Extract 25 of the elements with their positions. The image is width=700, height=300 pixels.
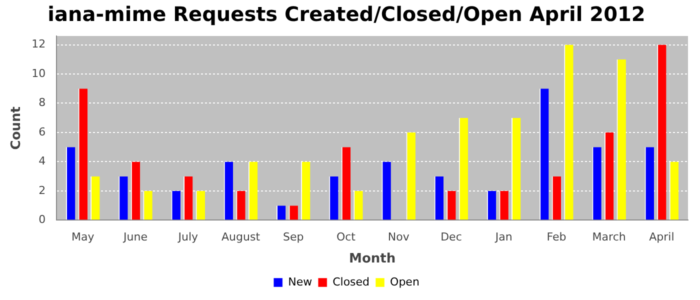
y-tick-label: 6 (38, 125, 46, 138)
y-tick-label: 0 (38, 213, 46, 226)
x-tick-label: June (122, 230, 148, 244)
y-tick-label: 4 (38, 154, 46, 168)
x-tick-label: Dec (440, 230, 462, 244)
x-axis-title: Month (349, 252, 396, 267)
x-tick-label: Oct (336, 230, 356, 244)
x-tick-label: July (177, 230, 199, 244)
legend-label: New (288, 275, 312, 288)
legend-label: Open (390, 275, 420, 288)
y-tick-label: 2 (38, 184, 46, 197)
x-tick-label: April (649, 230, 674, 244)
x-tick-label: March (592, 230, 626, 244)
y-tick-label: 12 (32, 38, 46, 51)
x-tick-label: May (72, 230, 95, 244)
x-tick-label: Feb (546, 230, 566, 244)
legend-label: Closed (332, 275, 370, 288)
y-tick-label: 10 (32, 66, 46, 80)
y-tick-label: 8 (38, 96, 46, 110)
y-axis-title: Count (9, 106, 24, 150)
x-tick-label: August (222, 230, 261, 244)
x-tick-label: Jan (494, 230, 512, 244)
chart-title: iana-mime Requests Created/Closed/Open April 2012 (48, 2, 646, 26)
x-tick-label: Nov (388, 230, 410, 244)
x-tick-label: Sep (283, 230, 304, 244)
